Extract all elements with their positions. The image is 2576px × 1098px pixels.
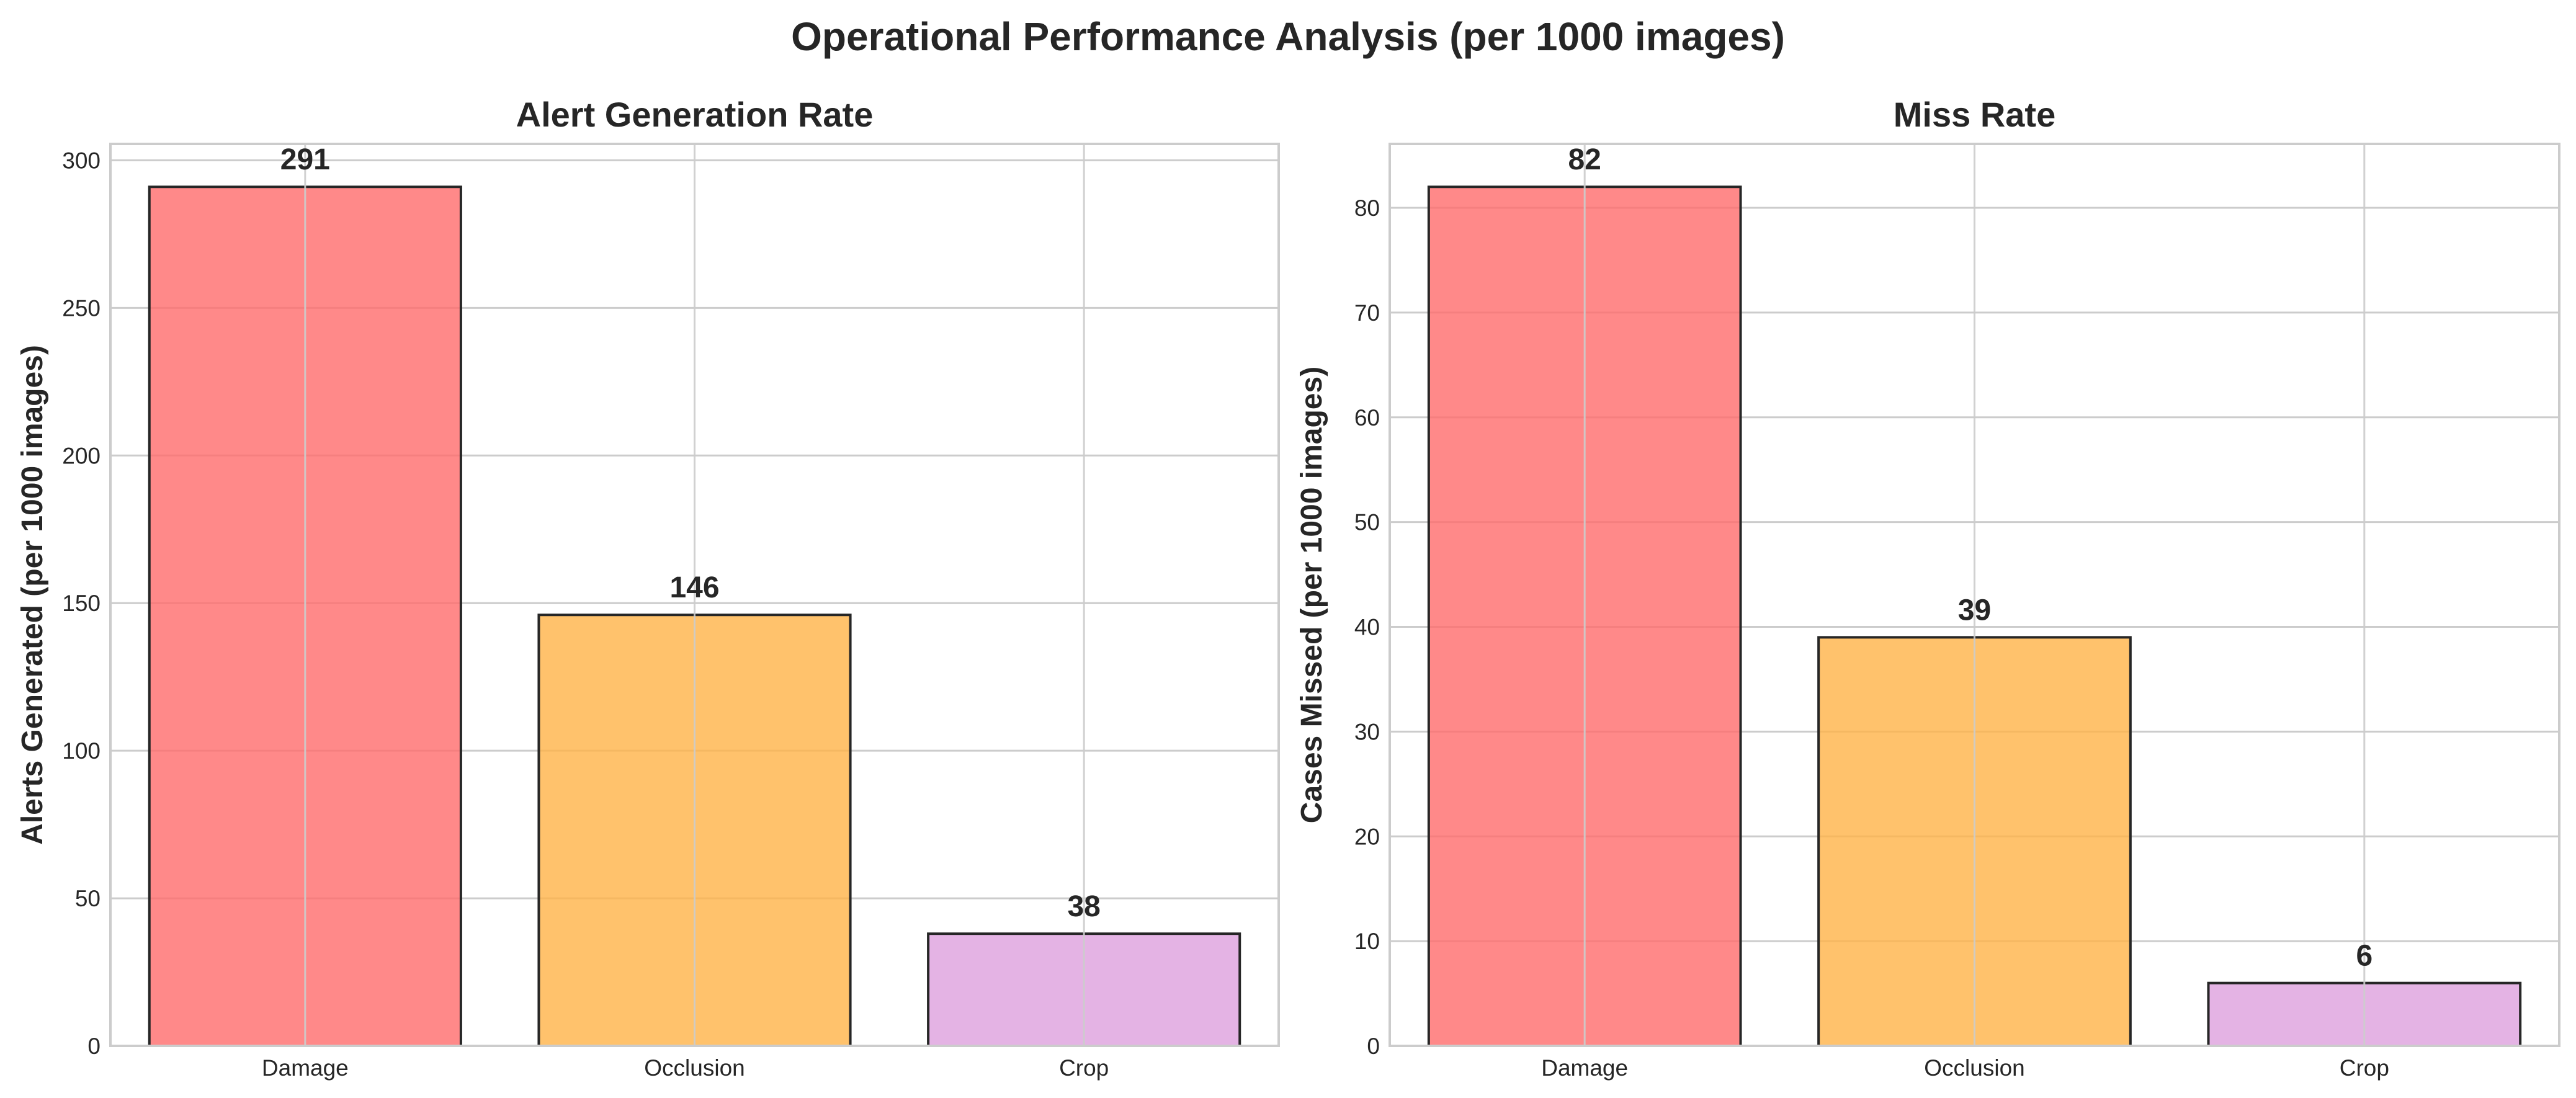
y-axis-label: Alerts Generated (per 1000 images) <box>16 345 49 845</box>
y-axis-label: Cases Missed (per 1000 images) <box>1295 367 1328 823</box>
y-tick-label: 20 <box>1354 824 1380 849</box>
y-tick-label: 300 <box>62 148 101 173</box>
x-tick-label: Crop <box>2340 1055 2389 1081</box>
y-tick-label: 40 <box>1354 615 1380 640</box>
bar-value-label: 291 <box>280 143 330 176</box>
bar-value-label: 39 <box>1958 594 1991 627</box>
figure-title: Operational Performance Analysis (per 10… <box>791 14 1785 59</box>
bar-value-label: 146 <box>669 571 719 604</box>
y-tick-label: 100 <box>62 738 101 764</box>
y-tick-label: 60 <box>1354 405 1380 431</box>
bar-value-label: 38 <box>1067 890 1100 923</box>
x-tick-label: Occlusion <box>644 1055 745 1081</box>
chart-panel-1: 291 146 38 0 50 100 150 200 250 300 Damage Occlusio… <box>16 95 1280 1081</box>
plot-frame <box>109 143 1280 1047</box>
bar-value-label: 6 <box>2356 940 2373 973</box>
chart-title: Alert Generation Rate <box>516 95 874 134</box>
y-tick-label: 200 <box>62 443 101 468</box>
x-tick-label: Damage <box>262 1055 349 1081</box>
y-tick-label: 70 <box>1354 300 1380 326</box>
y-tick-label: 0 <box>87 1033 101 1059</box>
y-tick-label: 0 <box>1367 1033 1380 1059</box>
y-tick-label: 80 <box>1354 195 1380 221</box>
chart-title: Miss Rate <box>1894 95 2055 134</box>
y-tick-label: 250 <box>62 295 101 321</box>
y-tick-label: 50 <box>1354 510 1380 535</box>
bar-value-label: 82 <box>1568 143 1601 176</box>
x-tick-label: Crop <box>1059 1055 1109 1081</box>
x-tick-label: Occlusion <box>1924 1055 2024 1081</box>
y-tick-label: 150 <box>62 591 101 616</box>
y-tick-label: 10 <box>1354 929 1380 954</box>
y-tick-label: 30 <box>1354 719 1380 744</box>
y-tick-label: 50 <box>75 886 101 911</box>
plot-frame <box>1389 143 2560 1047</box>
x-tick-label: Damage <box>1541 1055 1628 1081</box>
